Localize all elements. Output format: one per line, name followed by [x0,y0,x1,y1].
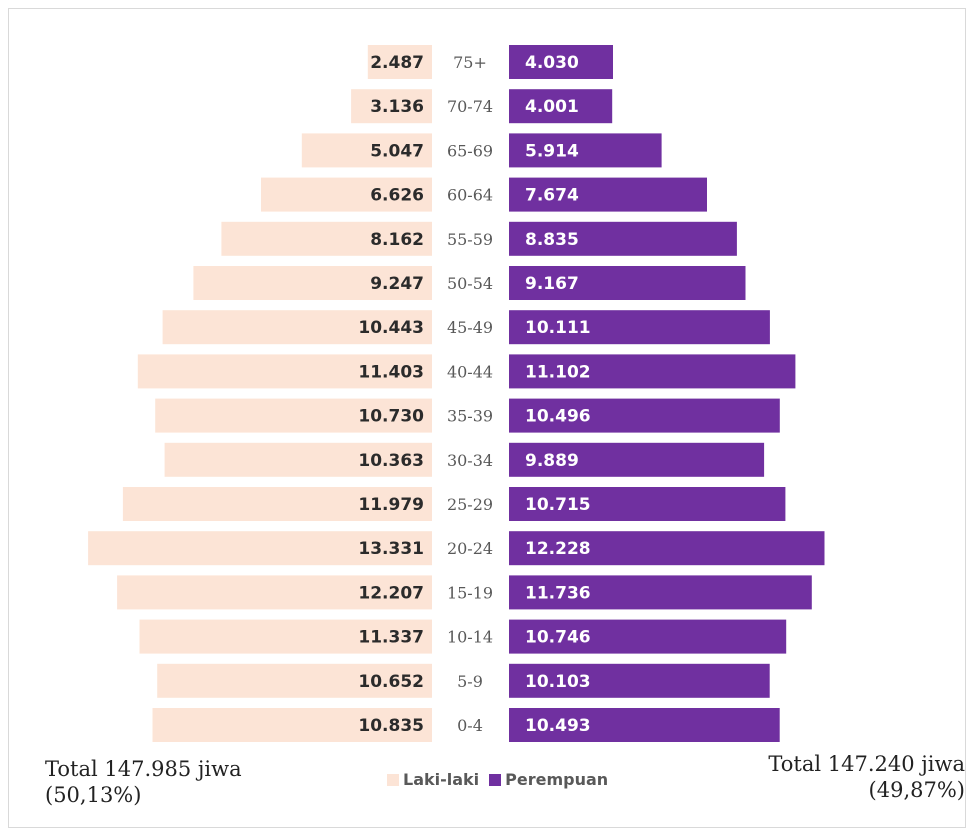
label-female-55-59: 8.835 [525,230,579,250]
label-male-55-59: 8.162 [370,230,424,250]
label-female-0-4: 10.493 [525,716,591,736]
bar-female-15-19 [509,575,812,610]
age-label-45-49: 45-49 [447,318,493,337]
label-male-65-69: 5.047 [370,141,424,161]
bar-female-50-54 [509,266,746,300]
legend-item-male: Laki-laki [387,770,479,789]
label-female-75+: 4.030 [525,53,579,73]
label-female-25-29: 10.715 [525,495,591,515]
bar-female-75+ [509,45,613,79]
label-male-35-39: 10.730 [358,407,424,427]
label-female-45-49: 10.111 [525,318,591,338]
age-label-10-14: 10-14 [447,628,493,647]
label-male-15-19: 12.207 [358,583,424,603]
total-female-percent: (49,87%) [868,778,965,802]
age-label-75+: 75+ [453,53,487,72]
total-male-percent: (50,13%) [45,783,142,807]
label-male-10-14: 11.337 [358,628,424,648]
bar-female-20-24 [509,531,825,566]
bar-female-65-69 [509,133,662,168]
bar-male-65-69 [301,133,432,168]
bar-male-60-64 [261,177,432,212]
bar-male-35-39 [155,398,432,433]
age-label-65-69: 65-69 [447,141,493,160]
legend-label-female: Perempuan [505,770,609,789]
label-male-45-49: 10.443 [358,318,424,338]
bar-male-55-59 [221,221,432,256]
bar-male-70-74 [351,89,432,124]
legend-swatch-female [489,773,502,786]
legend-swatch-male [387,773,399,786]
age-label-50-54: 50-54 [447,274,493,293]
bar-male-40-44 [137,354,433,389]
bar-female-10-14 [509,619,787,654]
population-pyramid-chart: 2.487 75+ 4.030 3.136 70-74 4.001 5.047 65-69 5.… [88,45,825,742]
bar-male-0-4 [152,708,432,742]
label-male-0-4: 10.835 [358,716,424,736]
label-female-65-69: 5.914 [525,141,579,161]
label-female-35-39: 10.496 [525,407,591,427]
bar-female-25-29 [509,487,786,521]
label-male-70-74: 3.136 [370,97,424,117]
bar-female-35-39 [509,398,780,433]
label-female-40-44: 11.102 [525,362,591,382]
label-female-5-9: 10.103 [525,672,591,692]
label-male-25-29: 11.979 [358,495,424,515]
label-male-30-34: 10.363 [358,451,424,471]
bar-male-25-29 [122,487,433,521]
total-male-count: Total 147.985 jiwa [45,757,242,781]
bar-male-20-24 [88,531,432,566]
total-female: Total 147.240 jiwa (49,87%) [768,751,965,803]
label-male-20-24: 13.331 [358,539,424,559]
bar-female-60-64 [509,177,707,212]
bar-male-45-49 [162,310,432,345]
bar-female-70-74 [509,89,613,124]
age-label-30-34: 30-34 [447,451,493,470]
bar-female-5-9 [509,663,770,698]
label-male-40-44: 11.403 [358,362,424,382]
bar-female-0-4 [509,708,780,742]
legend-item-female: Perempuan [489,770,608,789]
label-female-70-74: 4.001 [525,97,579,117]
bar-female-55-59 [509,221,737,256]
chart-frame: 2.487 75+ 4.030 3.136 70-74 4.001 5.047 65-69 5.… [8,8,966,828]
age-label-15-19: 15-19 [447,583,493,602]
bar-female-30-34 [509,442,765,477]
bar-male-75+ [367,45,432,79]
label-female-60-64: 7.674 [525,186,579,206]
total-male: Total 147.985 jiwa (50,13%) [45,756,242,808]
label-female-15-19: 11.736 [525,583,591,603]
age-label-0-4: 0-4 [457,716,483,735]
label-male-60-64: 6.626 [370,186,424,206]
bar-male-15-19 [117,575,432,610]
label-female-10-14: 10.746 [525,628,591,648]
bar-male-5-9 [157,663,432,698]
bar-male-30-34 [164,442,432,477]
age-label-20-24: 20-24 [447,539,493,558]
age-label-40-44: 40-44 [447,362,493,381]
total-female-count: Total 147.240 jiwa [768,752,965,776]
age-label-25-29: 25-29 [447,495,493,514]
bar-female-45-49 [509,310,770,345]
label-female-30-34: 9.889 [525,451,579,471]
age-label-55-59: 55-59 [447,230,493,249]
label-female-50-54: 9.167 [525,274,579,294]
age-label-35-39: 35-39 [447,407,493,426]
age-label-5-9: 5-9 [457,672,483,691]
bar-male-10-14 [139,619,432,654]
bar-male-50-54 [193,266,432,300]
bar-female-40-44 [509,354,796,389]
label-male-5-9: 10.652 [358,672,424,692]
legend: Laki-laki Perempuan [387,770,608,789]
label-male-50-54: 9.247 [370,274,424,294]
label-female-20-24: 12.228 [525,539,591,559]
age-label-60-64: 60-64 [447,186,493,205]
age-label-70-74: 70-74 [447,97,493,116]
label-male-75+: 2.487 [370,53,424,73]
legend-label-male: Laki-laki [403,770,480,789]
